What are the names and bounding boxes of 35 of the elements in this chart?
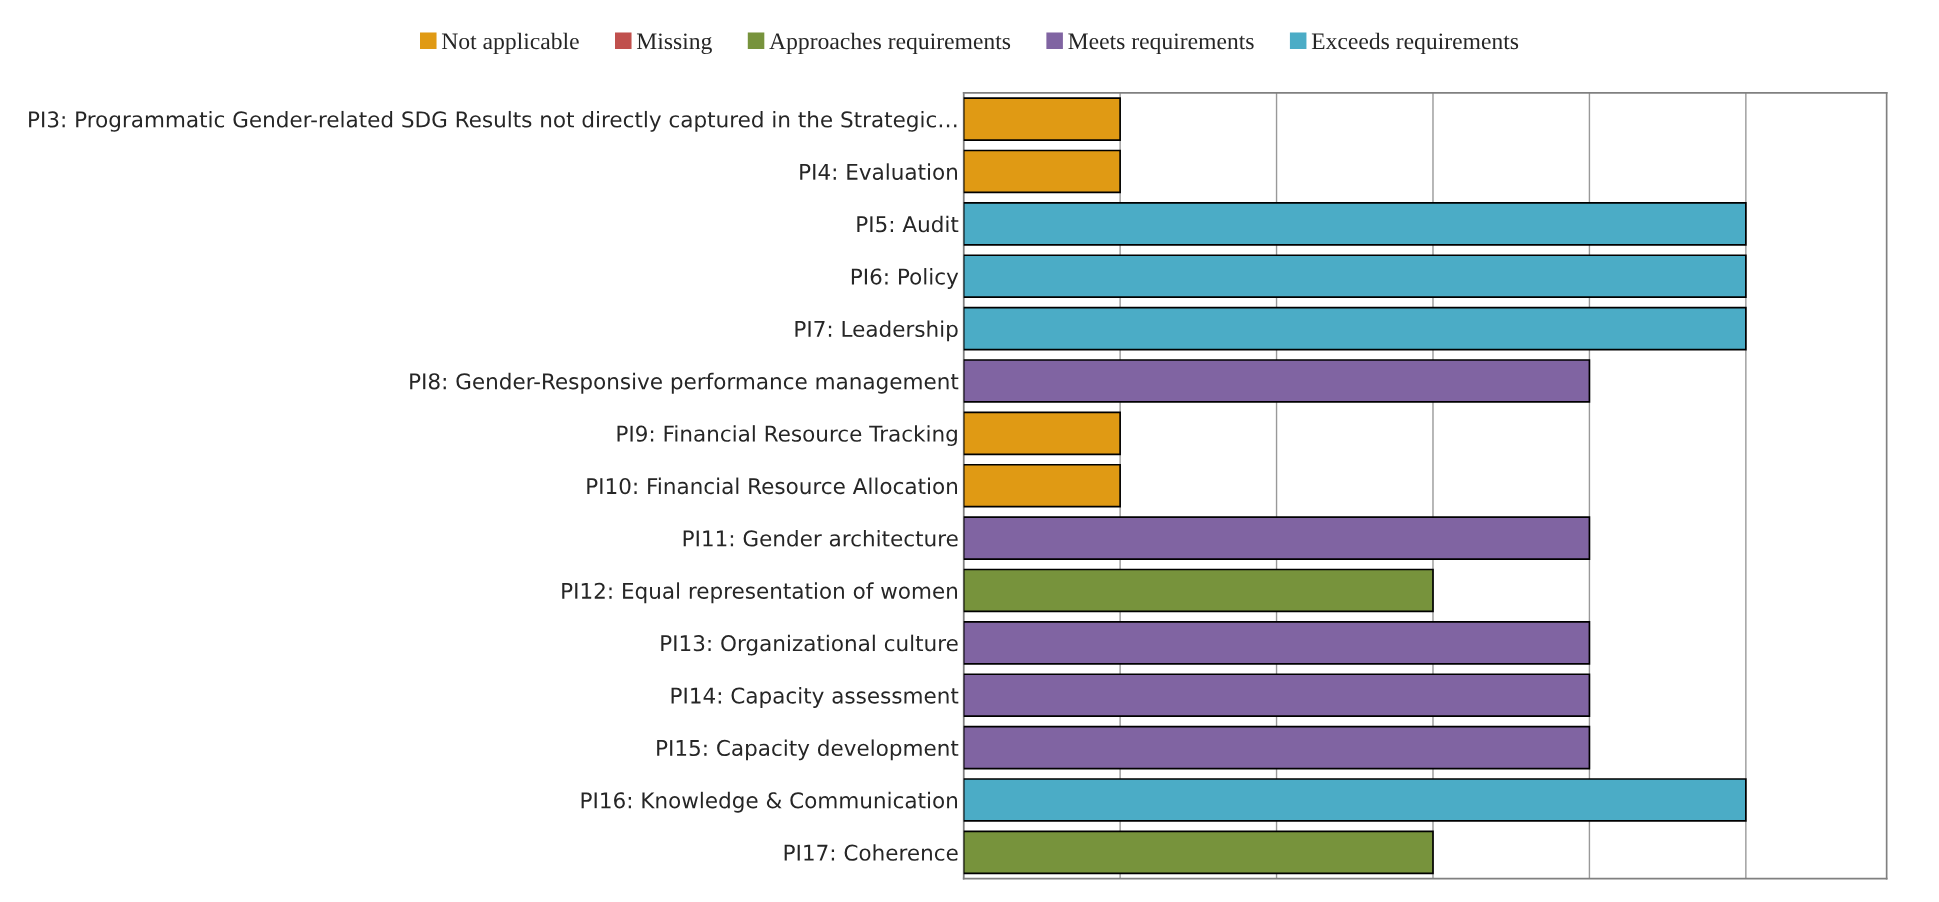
bar [963,306,1747,351]
bar [963,568,1434,613]
y-tick-label: PI11: Gender architecture [683,529,958,547]
bar [963,725,1591,770]
bar [963,516,1591,560]
bar [963,463,1121,508]
legend-label: Missing [636,33,712,55]
bar [963,621,1591,665]
y-tick-label: PI13: Organizational culture [661,634,958,656]
bar [963,254,1747,299]
y-tick-label: PI7: Leadership [795,320,958,342]
bar [963,97,1121,141]
bar [963,359,1591,403]
y-tick-label: PI16: Knowledge & Communication [581,791,957,813]
legend-label: Meets requirements [1068,33,1254,55]
bar [963,411,1121,456]
y-tick-label: PI5: Audit [857,215,959,233]
y-tick-label: PI3: Programmatic Gender-related SDG Results not directly captured in the Strategic… [29,110,957,132]
y-tick-label: PI15: Capacity development [657,739,959,761]
bar [963,149,1121,194]
bar [963,778,1747,822]
legend-label: Approaches requirements [769,32,1011,55]
y-tick-label: PI9: Financial Resource Tracking [617,425,957,447]
y-tick-label: PI14: Capacity assessment [671,687,959,708]
y-tick-label: PI6: Policy [851,268,959,289]
y-tick-label: PI10: Financial Resource Allocation [587,477,957,495]
y-tick-label: PI4: Evaluation [800,163,957,180]
bar [963,202,1747,246]
y-tick-label: PI8: Gender-Responsive performance management [410,372,959,394]
bar [963,673,1591,718]
y-tick-label: PI12: Equal representation of women [562,582,957,604]
legend-label: Exceeds requirements [1311,32,1519,55]
legend-label: Not applicable [441,32,579,55]
bar [963,830,1434,875]
y-tick-label: PI17: Coherence [784,844,958,861]
